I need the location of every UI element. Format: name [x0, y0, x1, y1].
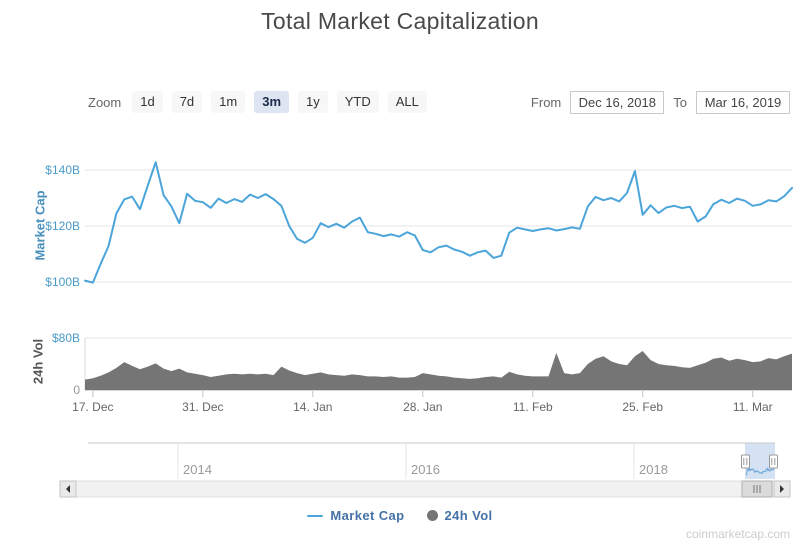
- xtick-label-31. Dec: 31. Dec: [182, 400, 224, 414]
- legend-item-market-cap[interactable]: Market Cap: [307, 508, 404, 523]
- ytick-vol-$80B: $80B: [51, 331, 80, 345]
- ytick-market-cap-$120B: $120B: [45, 219, 80, 233]
- legend-label-24h-vol: 24h Vol: [444, 508, 493, 523]
- scrollbar-right-arrow-icon: [780, 485, 784, 493]
- zoom-buttons-group: 1d 7d 1m 3m 1y YTD ALL: [132, 91, 427, 113]
- volume-series: [85, 351, 792, 390]
- range-selector: Zoom 1d 7d 1m 3m 1y YTD ALL: [88, 91, 427, 113]
- vol-dot-marker-icon: [426, 510, 438, 521]
- navigator-handle-right[interactable]: [769, 454, 778, 469]
- navigator-year-2014: 2014: [183, 462, 212, 477]
- navigator-handle-left[interactable]: [741, 454, 750, 469]
- xtick-label-14. Jan: 14. Jan: [293, 400, 333, 414]
- zoom-button-7d[interactable]: 7d: [171, 91, 203, 113]
- scrollbar-track[interactable]: [59, 480, 791, 498]
- to-date-input[interactable]: [696, 91, 790, 114]
- zoom-label: Zoom: [88, 94, 122, 110]
- xtick-label-25. Feb: 25. Feb: [622, 400, 664, 414]
- zoom-button-1y[interactable]: 1y: [298, 91, 328, 113]
- xtick-label-11. Feb: 11. Feb: [512, 400, 553, 414]
- xtick-label-28. Jan: 28. Jan: [403, 400, 443, 414]
- market-cap-series: [84, 161, 793, 284]
- ytick-market-cap-$100B: $100B: [45, 275, 80, 289]
- from-date-input[interactable]: [570, 91, 665, 114]
- zoom-button-1d[interactable]: 1d: [132, 91, 163, 113]
- legend-item-24h-vol[interactable]: 24h Vol: [426, 508, 493, 523]
- from-label: From: [530, 95, 562, 110]
- xtick-label-17. Dec: 17. Dec: [72, 400, 114, 414]
- zoom-button-all[interactable]: ALL: [387, 91, 427, 113]
- ytick-vol-0: 0: [73, 383, 80, 397]
- chart-title: Total Market Capitalization: [261, 8, 539, 34]
- navigator-mini-series: [745, 466, 775, 476]
- legend-label-market-cap: Market Cap: [330, 508, 405, 523]
- to-label: To: [673, 95, 687, 110]
- date-range-controls: From To: [531, 91, 790, 114]
- legend: Market Cap 24h Vol: [0, 508, 800, 523]
- ytick-market-cap-$140B: $140B: [45, 163, 80, 177]
- zoom-button-1m[interactable]: 1m: [211, 91, 246, 113]
- xtick-label-11. Mar: 11. Mar: [732, 400, 773, 414]
- zoom-button-3m[interactable]: 3m: [254, 91, 290, 113]
- watermark: coinmarketcap.com: [685, 527, 790, 541]
- navigator-year-2016: 2016: [411, 462, 440, 477]
- scrollbar-left-arrow-icon: [66, 485, 70, 493]
- zoom-button-ytd[interactable]: YTD: [336, 91, 379, 113]
- navigator-year-2018: 2018: [639, 462, 668, 477]
- market-cap-line-marker-icon: [307, 514, 324, 517]
